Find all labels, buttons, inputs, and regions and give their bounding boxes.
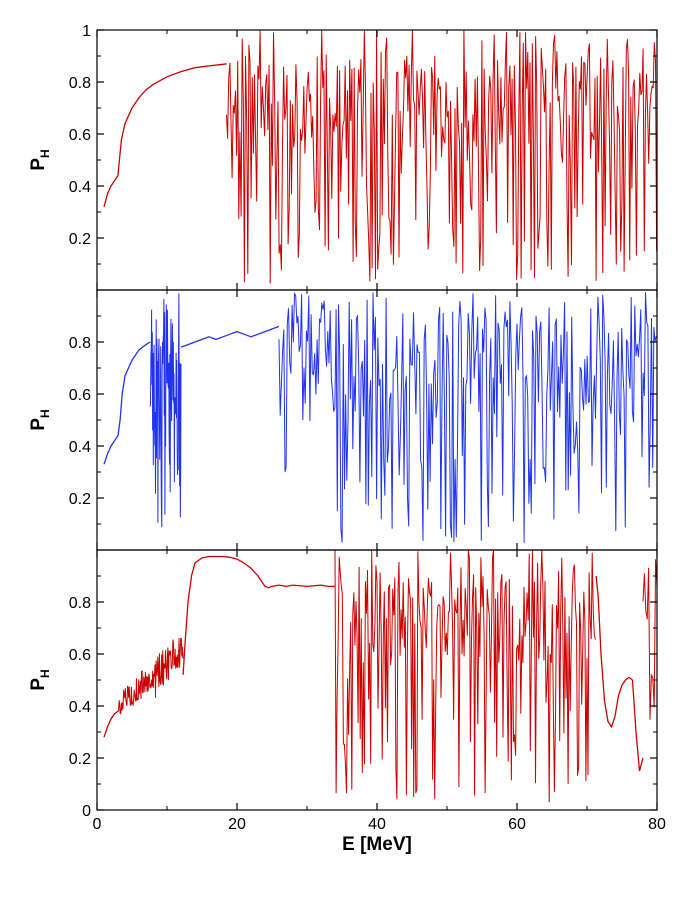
plot-area-bottom xyxy=(103,550,657,803)
y-tick-label-top: 0.8 xyxy=(69,75,91,92)
y-tick-label-bottom: 0 xyxy=(82,803,91,820)
panel-top: 0.2 0.4 0.6 0.8 1 PH xyxy=(28,23,658,291)
series-line-top-1 xyxy=(103,63,227,207)
y-tick-label-top: 1 xyxy=(82,23,91,40)
y-axis-label-bottom: PH xyxy=(28,669,52,690)
y-axis-label-sub: H xyxy=(38,149,52,158)
y-tick-label-middle: 0.6 xyxy=(69,387,91,404)
y-tick-label-middle: 0.4 xyxy=(69,439,91,456)
y-axis-label-main: P xyxy=(28,418,49,431)
y-axis-label-main: P xyxy=(28,158,49,171)
y-tick-label-middle: 0.8 xyxy=(69,335,91,352)
panel-bottom: 0 0.2 0.4 0.6 0.8 0 20 40 60 80 PH xyxy=(28,549,666,833)
plot-area-middle xyxy=(103,292,657,543)
series-line-bottom-1 xyxy=(103,710,119,738)
series-line-middle-2 xyxy=(180,325,280,348)
oscillation-line-bottom-3 xyxy=(642,559,657,720)
oscillation-line-middle-1 xyxy=(149,293,182,528)
y-axis-label-main: P xyxy=(28,678,49,691)
series-line-middle-1 xyxy=(103,341,151,465)
panel-middle: 0.2 0.4 0.6 0.8 PH xyxy=(28,289,658,551)
y-tick-label-bottom: 0.8 xyxy=(69,595,91,612)
y-tick-label-bottom: 0.6 xyxy=(69,647,91,664)
y-tick-label-bottom: 0.2 xyxy=(69,751,91,768)
y-axis-label-sub: H xyxy=(38,409,52,418)
y-axis-label-sub: H xyxy=(38,669,52,678)
x-tick-label-bottom: 60 xyxy=(508,816,526,833)
x-tick-label-bottom: 0 xyxy=(93,816,102,833)
y-tick-label-top: 0.4 xyxy=(69,179,91,196)
series-line-bottom-4 xyxy=(631,679,644,772)
y-tick-label-top: 0.6 xyxy=(69,127,91,144)
x-tick-label-bottom: 80 xyxy=(648,816,666,833)
oscillation-line-middle-2 xyxy=(278,292,657,543)
y-tick-label-middle: 0.2 xyxy=(69,491,91,508)
x-tick-label-bottom: 40 xyxy=(368,816,386,833)
x-tick-label-bottom: 20 xyxy=(228,816,246,833)
y-axis-label-top: PH xyxy=(28,149,52,170)
panels: 0.20.40.60.81PH0.20.40.60.8PH00.20.40.60… xyxy=(28,23,666,833)
oscillation-line-bottom-1 xyxy=(117,637,184,715)
y-axis-label-middle: PH xyxy=(28,409,52,430)
x-axis-label: E [MeV] xyxy=(342,834,412,855)
oscillation-line-bottom-2 xyxy=(334,550,596,803)
y-tick-label-bottom: 0.4 xyxy=(69,699,91,716)
oscillation-line-top-1 xyxy=(226,30,657,284)
y-tick-label-top: 0.2 xyxy=(69,231,91,248)
series-line-bottom-3 xyxy=(595,575,633,729)
plot-area-top xyxy=(103,30,657,284)
series-line-bottom-2 xyxy=(182,555,335,675)
